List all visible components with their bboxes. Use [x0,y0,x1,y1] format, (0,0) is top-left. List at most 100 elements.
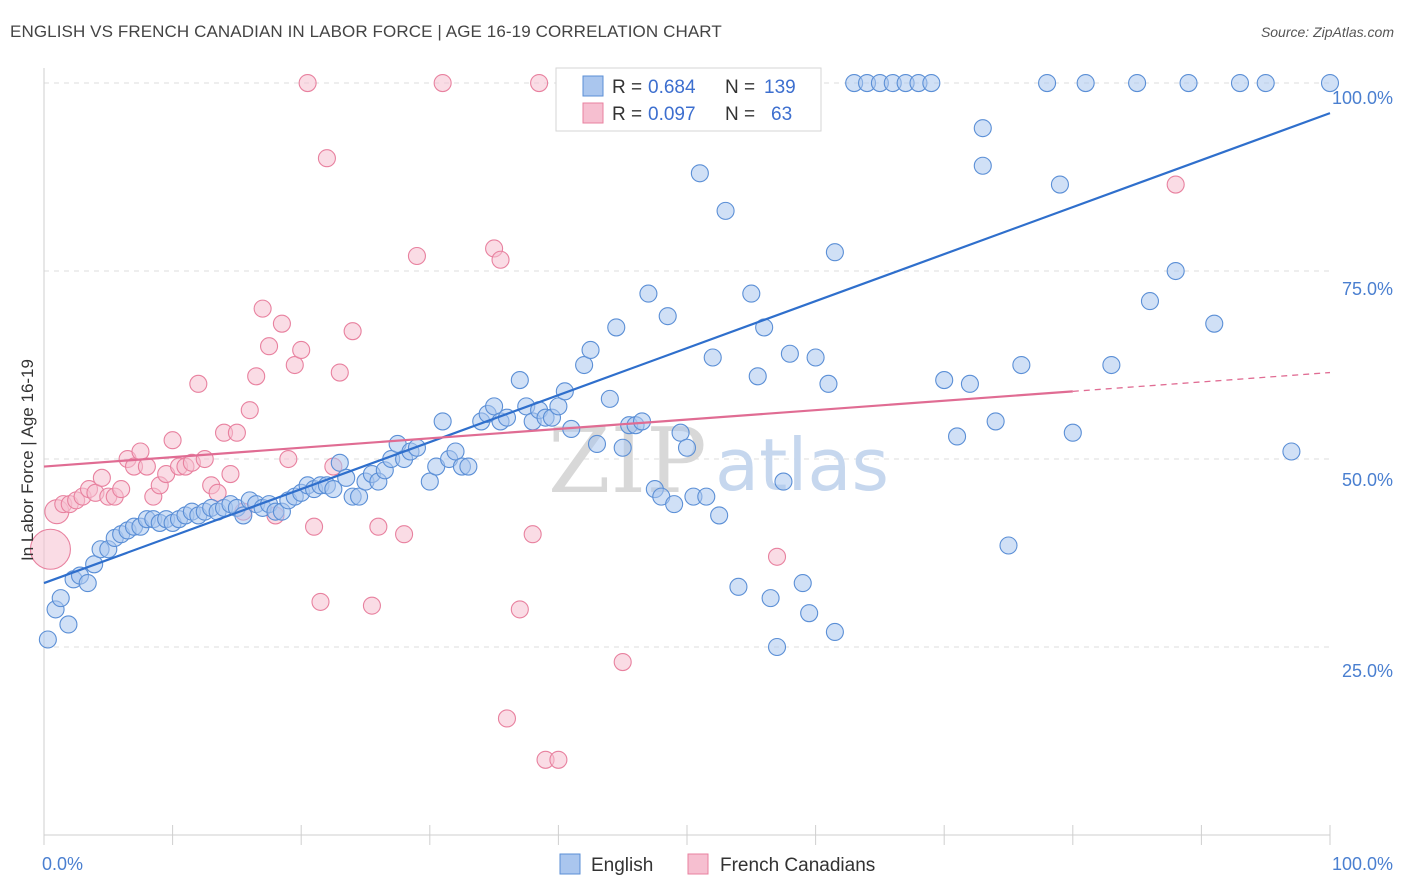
y-axis-label: In Labor Force | Age 16-19 [18,359,37,561]
english-point [806,348,825,367]
legend-english-swatch [582,75,604,97]
french-point [247,367,266,386]
english-point [935,371,954,390]
french-point [530,73,549,93]
english-point [948,427,967,446]
english-point [716,201,735,220]
french-point [362,596,381,615]
french-point [497,709,517,728]
english-point [420,472,439,491]
legend-french-marker [687,853,709,875]
english-point [485,397,504,416]
english-point [665,495,684,514]
x-tick-label-0: 0.0% [42,854,83,874]
english-point [1140,292,1160,311]
legend-english-n-label: N = [725,77,755,98]
french-point [227,423,246,442]
english-point [1230,73,1250,93]
english-point [973,156,992,175]
french-point [279,449,298,469]
english-point [774,472,793,491]
french-point [272,314,291,333]
french-point [131,442,150,461]
english-point [581,340,600,360]
watermark-atlas: atlas [715,423,889,507]
y-tick-label-25: 25.0% [1342,661,1393,681]
legend-english-n-value: 139 [764,77,796,98]
french-point [259,337,279,356]
english-point [587,434,607,454]
english-points [38,73,1340,657]
english-point [671,423,690,442]
english-point [1012,355,1031,375]
french-point [510,600,529,619]
french-point [253,299,272,318]
french-point [369,517,388,536]
french-point [208,483,227,502]
english-point [710,506,729,525]
french-point [195,449,214,469]
x-axis-ticks [43,825,1331,845]
english-point [690,164,709,183]
english-point [999,536,1018,555]
english-point [819,374,838,393]
english-point [658,307,677,326]
stats-legend: R = 0.684 N = 139 R = 0.097 N = 63 [555,67,822,132]
french-point [767,547,787,566]
french-point [285,355,304,375]
english-point [973,119,992,138]
english-point [600,389,619,408]
french-point [1166,175,1185,194]
french-point [240,401,259,420]
legend-french-n-label: N = [725,104,755,125]
french-canadians-points [29,73,1185,769]
legend-english-r-label: R = [612,77,642,98]
english-point [433,412,452,431]
french-trendline-extension [1072,371,1331,392]
english-point [729,577,748,596]
french-point [433,73,452,93]
french-point [407,246,426,266]
english-point [350,487,369,506]
gridlines [44,82,1330,648]
french-point [549,750,568,769]
y-tick-label-50: 50.0% [1342,470,1393,490]
french-point [613,652,632,672]
french-point [163,431,182,450]
english-point [1205,314,1224,333]
english-point [761,589,780,608]
english-point [59,615,78,634]
french-point [330,363,349,382]
series-legend: English French Canadians [559,853,875,876]
english-point [575,355,594,375]
english-point [697,487,716,506]
english-point [1166,261,1185,281]
y-tick-label-75: 75.0% [1342,279,1393,299]
x-tick-label-100: 100.0% [1332,854,1393,874]
french-point [343,322,362,341]
french-point [523,525,542,544]
legend-english-r-value: 0.684 [648,77,696,98]
english-point [459,457,478,476]
english-trendline [43,112,1331,585]
english-point [1128,73,1147,93]
english-point [703,348,722,367]
french-point [491,250,510,269]
english-point [1282,442,1301,461]
watermark: ZIP atlas [548,409,889,514]
english-point [330,453,349,472]
english-point [960,374,979,393]
y-tick-label-100: 100.0% [1332,88,1393,108]
english-point [51,589,70,608]
french-point [221,465,240,484]
english-point [922,73,941,93]
english-point [1076,73,1095,93]
french-trendline [43,390,1073,468]
french-point [317,149,336,168]
english-point [1038,73,1057,93]
english-point [639,284,658,303]
legend-english-label: English [591,855,653,876]
english-point [825,622,844,642]
english-point [986,412,1005,431]
